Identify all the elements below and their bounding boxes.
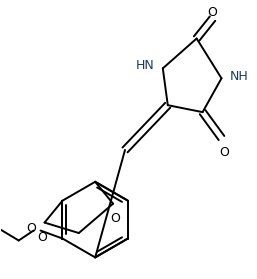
Text: O: O <box>208 6 217 19</box>
Text: O: O <box>110 212 120 225</box>
Text: O: O <box>38 230 48 244</box>
Text: HN: HN <box>136 59 155 72</box>
Text: O: O <box>27 222 36 235</box>
Text: O: O <box>219 146 230 159</box>
Text: NH: NH <box>230 70 248 83</box>
